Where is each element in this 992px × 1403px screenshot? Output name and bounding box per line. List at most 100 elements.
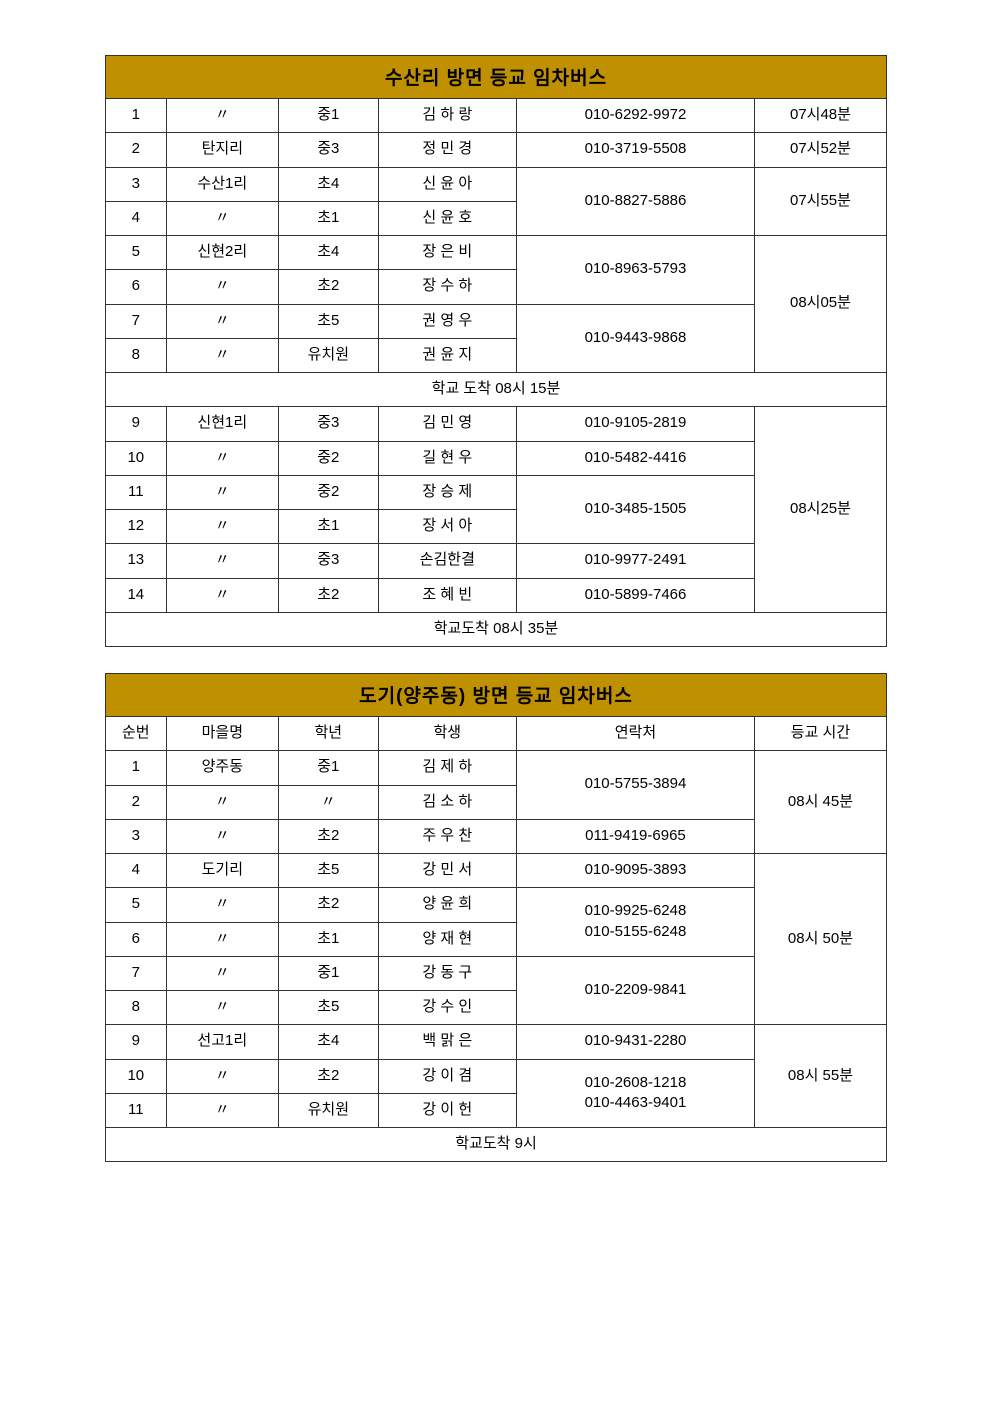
cell-seq: 3 — [106, 167, 167, 201]
cell-grade: 초5 — [279, 304, 379, 338]
cell-name: 길 현 우 — [378, 441, 516, 475]
cell-grade: 초4 — [279, 1025, 379, 1059]
cell-village: 수산1리 — [166, 167, 278, 201]
cell-phone: 010-2608-1218 010-4463-9401 — [516, 1059, 754, 1128]
cell-village: 〃 — [166, 201, 278, 235]
cell-grade: 유치원 — [279, 338, 379, 372]
cell-seq: 4 — [106, 854, 167, 888]
cell-village: 〃 — [166, 991, 278, 1025]
cell-seq: 9 — [106, 1025, 167, 1059]
cell-grade: 초5 — [279, 854, 379, 888]
cell-village: 〃 — [166, 888, 278, 922]
cell-village: 〃 — [166, 578, 278, 612]
cell-grade: 초1 — [279, 922, 379, 956]
cell-phone: 010-6292-9972 — [517, 99, 755, 133]
cell-grade: 중2 — [279, 475, 379, 509]
cell-name: 김 소 하 — [378, 785, 516, 819]
cell-seq: 1 — [106, 751, 167, 785]
cell-phone: 011-9419-6965 — [516, 819, 754, 853]
cell-name: 김 하 랑 — [378, 99, 516, 133]
cell-name: 권 영 우 — [378, 304, 516, 338]
cell-name: 백 맑 은 — [378, 1025, 516, 1059]
table-row: 9 신현1리 중3 김 민 영 010-9105-2819 08시25분 — [106, 407, 887, 441]
table-title: 수산리 방면 등교 임차버스 — [106, 56, 887, 99]
col-phone: 연락처 — [516, 717, 754, 751]
cell-seq: 6 — [106, 922, 167, 956]
cell-grade: 초2 — [279, 819, 379, 853]
cell-village: 〃 — [166, 270, 278, 304]
cell-grade: 초1 — [279, 510, 379, 544]
cell-name: 김 제 하 — [378, 751, 516, 785]
cell-name: 장 승 제 — [378, 475, 516, 509]
cell-village: 〃 — [166, 1093, 278, 1127]
arrival-text: 학교 도착 08시 15분 — [106, 373, 887, 407]
cell-phone: 010-9443-9868 — [517, 304, 755, 373]
cell-time: 07시52분 — [754, 133, 886, 167]
cell-grade: 〃 — [279, 785, 379, 819]
cell-seq: 13 — [106, 544, 167, 578]
cell-name: 조 혜 빈 — [378, 578, 516, 612]
cell-phone: 010-9095-3893 — [516, 854, 754, 888]
cell-phone: 010-5899-7466 — [517, 578, 755, 612]
cell-grade: 유치원 — [279, 1093, 379, 1127]
cell-phone: 010-9977-2491 — [517, 544, 755, 578]
cell-phone: 010-8827-5886 — [517, 167, 755, 236]
cell-grade: 초5 — [279, 991, 379, 1025]
cell-village: 〃 — [166, 338, 278, 372]
cell-grade: 초4 — [279, 167, 379, 201]
header-row: 순번 마을명 학년 학생 연락처 등교 시간 — [106, 717, 887, 751]
cell-grade: 초2 — [279, 270, 379, 304]
cell-time: 08시05분 — [754, 236, 886, 373]
cell-grade: 중3 — [279, 407, 379, 441]
cell-name: 양 윤 희 — [378, 888, 516, 922]
cell-name: 강 민 서 — [378, 854, 516, 888]
cell-name: 장 수 하 — [378, 270, 516, 304]
cell-seq: 10 — [106, 441, 167, 475]
cell-phone: 010-9925-6248 010-5155-6248 — [516, 888, 754, 957]
cell-seq: 2 — [106, 785, 167, 819]
phone-line: 010-9925-6248 — [521, 901, 750, 921]
cell-time: 08시25분 — [754, 407, 886, 613]
cell-grade: 초1 — [279, 201, 379, 235]
cell-name: 손김한결 — [378, 544, 516, 578]
bus-table-susanri: 수산리 방면 등교 임차버스 1 〃 중1 김 하 랑 010-6292-997… — [105, 55, 887, 647]
cell-grade: 초2 — [279, 578, 379, 612]
cell-village: 도기리 — [166, 854, 278, 888]
cell-seq: 14 — [106, 578, 167, 612]
table-row: 2 탄지리 중3 정 민 경 010-3719-5508 07시52분 — [106, 133, 887, 167]
cell-village: 양주동 — [166, 751, 278, 785]
cell-seq: 9 — [106, 407, 167, 441]
cell-village: 〃 — [166, 544, 278, 578]
cell-grade: 중3 — [279, 133, 379, 167]
cell-name: 장 은 비 — [378, 236, 516, 270]
arrival-row: 학교도착 08시 35분 — [106, 612, 887, 646]
cell-phone: 010-2209-9841 — [516, 956, 754, 1025]
cell-name: 강 수 인 — [378, 991, 516, 1025]
cell-seq: 5 — [106, 888, 167, 922]
cell-name: 양 재 현 — [378, 922, 516, 956]
cell-village: 〃 — [166, 475, 278, 509]
cell-village: 〃 — [166, 99, 278, 133]
cell-seq: 1 — [106, 99, 167, 133]
cell-village: 〃 — [166, 510, 278, 544]
col-village: 마을명 — [166, 717, 278, 751]
cell-name: 강 동 구 — [378, 956, 516, 990]
cell-seq: 8 — [106, 991, 167, 1025]
cell-village: 신현2리 — [166, 236, 278, 270]
cell-phone: 010-3485-1505 — [517, 475, 755, 544]
arrival-row: 학교도착 9시 — [106, 1128, 887, 1162]
bus-table-dogi: 도기(양주동) 방면 등교 임차버스 순번 마을명 학년 학생 연락처 등교 시… — [105, 673, 887, 1162]
cell-time: 08시 55분 — [754, 1025, 886, 1128]
cell-village: 〃 — [166, 922, 278, 956]
cell-name: 신 윤 아 — [378, 167, 516, 201]
phone-line: 010-4463-9401 — [521, 1093, 750, 1113]
arrival-text: 학교도착 9시 — [106, 1128, 887, 1162]
cell-phone: 010-9431-2280 — [516, 1025, 754, 1059]
table-row: 9 선고1리 초4 백 맑 은 010-9431-2280 08시 55분 — [106, 1025, 887, 1059]
arrival-text: 학교도착 08시 35분 — [106, 612, 887, 646]
cell-name: 강 이 겸 — [378, 1059, 516, 1093]
table-title: 도기(양주동) 방면 등교 임차버스 — [106, 674, 887, 717]
col-seq: 순번 — [106, 717, 167, 751]
cell-seq: 3 — [106, 819, 167, 853]
cell-phone: 010-9105-2819 — [517, 407, 755, 441]
